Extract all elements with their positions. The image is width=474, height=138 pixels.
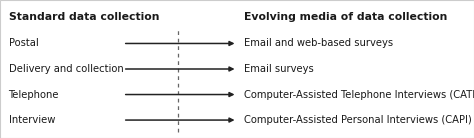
Text: Standard data collection: Standard data collection [9,12,159,22]
Text: Delivery and collection: Delivery and collection [9,64,123,74]
Text: Postal: Postal [9,39,38,48]
Text: Telephone: Telephone [9,90,59,99]
Text: Computer-Assisted Telephone Interviews (CATI): Computer-Assisted Telephone Interviews (… [244,90,474,99]
Text: Evolving media of data collection: Evolving media of data collection [244,12,447,22]
Text: Email and web-based surveys: Email and web-based surveys [244,39,393,48]
Text: Email surveys: Email surveys [244,64,314,74]
Text: Interview: Interview [9,115,55,125]
Text: Computer-Assisted Personal Interviews (CAPI): Computer-Assisted Personal Interviews (C… [244,115,472,125]
